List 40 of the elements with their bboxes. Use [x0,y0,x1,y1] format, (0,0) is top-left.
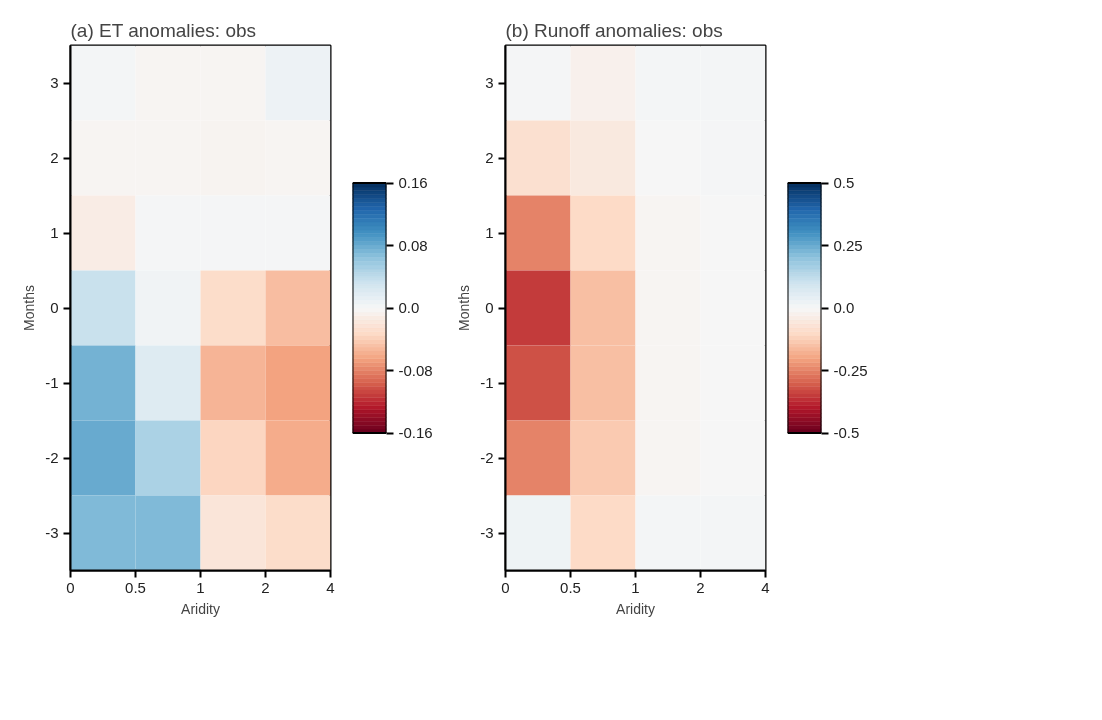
text: 1 [631,578,640,596]
y-tick-label: 2 [485,149,494,166]
chart-title: (b) Runoff anomalies: obs [505,19,723,41]
text: 0.5 [125,578,146,596]
y-tick-label: 2 [50,149,59,166]
y-tick-label: -2 [45,449,59,466]
color-bar-label: 0.0 [833,299,855,316]
y-tick-label: -3 [480,524,494,541]
color-bar-label: -0.25 [833,361,868,379]
color-bar-label: 0.0 [398,299,420,316]
y-tick-label: 3 [485,74,494,91]
y-tick-label: 0 [485,299,494,316]
color-bar-label: 0.5 [833,174,855,191]
x-axis-title: Aridity [616,600,655,617]
text: 1 [196,578,205,596]
color-bar-label: -0.08 [398,361,433,379]
color-bar-label: 0.08 [398,236,428,254]
y-tick-label: -1 [480,374,494,391]
y-tick-label: 3 [50,74,59,91]
y-axis-title: Months [456,285,473,331]
x-axis-title: Aridity [181,600,220,617]
color-bar-label: -0.5 [833,424,860,441]
text: 2 [696,578,705,596]
chart-title: (a) ET anomalies: obs [70,19,257,41]
y-tick-label: 1 [485,224,494,241]
y-tick-label: -3 [45,524,59,541]
y-tick-label: -1 [45,374,59,391]
y-axis-title: Months [21,285,38,331]
color-bar-label: 0.25 [833,236,863,254]
color-bar-label: -0.16 [398,424,433,441]
text: 0 [501,578,510,596]
text: 4 [761,578,770,596]
text: 4 [326,578,335,596]
y-tick-label: 0 [50,299,59,316]
text: 0.5 [560,578,581,596]
y-tick-label: -2 [480,449,494,466]
y-tick-label: 1 [50,224,59,241]
text: 2 [261,578,270,596]
color-bar-label: 0.16 [398,174,428,191]
text: 0 [66,578,75,596]
